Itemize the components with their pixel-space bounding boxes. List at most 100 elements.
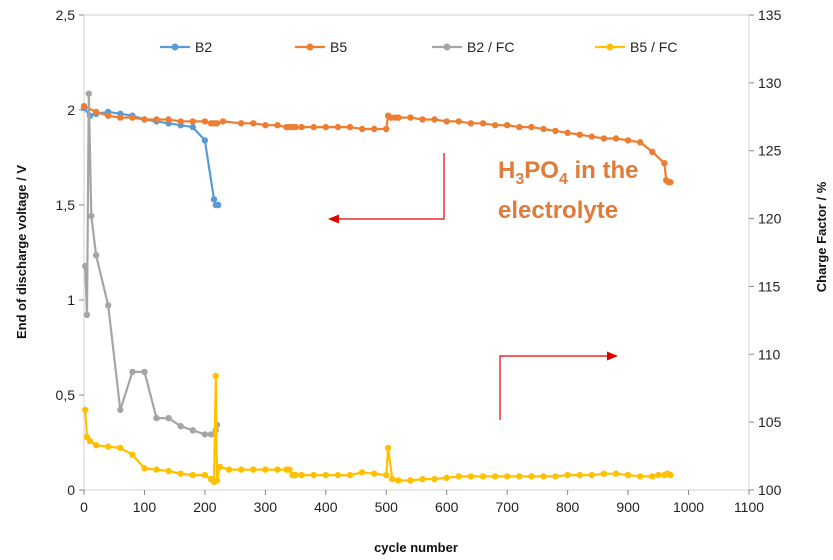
x-tick-label: 900 (616, 499, 640, 515)
series-b5-fc (82, 372, 674, 486)
right-axis-arrow (499, 355, 612, 420)
data-point-b5 (612, 135, 620, 142)
data-point-b5 (117, 114, 124, 121)
x-tick-label: 0 (80, 499, 88, 515)
data-point-b5-fc (564, 471, 571, 479)
data-point-b2-fc (165, 414, 172, 422)
data-point-b5 (141, 116, 148, 123)
data-point-b5 (250, 120, 257, 127)
data-point-b5 (105, 112, 112, 119)
data-point-b5-fc (310, 471, 317, 479)
data-point-b2-fc (92, 252, 100, 259)
legend-label-b2: B2 (195, 39, 212, 55)
right-tick-label: 110 (758, 346, 781, 362)
data-point-b5 (80, 103, 88, 110)
data-point-b5-fc (479, 473, 487, 480)
data-point-b2-fc (85, 90, 93, 97)
annotation-line-2: electrolyte (498, 197, 618, 224)
data-point-b5 (238, 120, 245, 127)
data-point-b5-fc (165, 467, 172, 475)
data-point-b5-fc (292, 471, 299, 479)
right-tick-label: 125 (758, 143, 782, 159)
data-point-b5 (649, 148, 656, 155)
data-point-b5-fc (588, 471, 595, 479)
data-point-b5 (491, 122, 499, 129)
data-point-b5 (177, 118, 184, 125)
x-tick-label: 300 (254, 499, 278, 515)
data-point-b5 (383, 125, 390, 133)
data-point-b5 (467, 120, 475, 127)
data-point-b5-fc (177, 470, 184, 477)
left-axis-arrow (330, 153, 445, 220)
data-point-b5-fc (212, 372, 219, 380)
data-point-b5-fc (322, 471, 329, 479)
electrolyte-annotation: H3PO4 in the electrolyte (498, 157, 639, 224)
data-point-b5-fc (389, 475, 396, 483)
left-tick-label: 2 (67, 102, 75, 118)
data-point-b5-fc (358, 469, 366, 476)
legend-swatch-marker (443, 43, 451, 51)
x-tick-label: 100 (133, 499, 157, 515)
data-point-b5-fc (395, 477, 402, 484)
right-tick-label: 115 (758, 278, 781, 294)
data-point-b2-fc (207, 431, 215, 438)
data-point-b5 (661, 160, 668, 167)
data-point-b5-fc (504, 473, 511, 480)
data-point-b2 (201, 137, 209, 144)
data-point-b5 (624, 137, 632, 144)
data-point-b5-fc (274, 466, 281, 473)
data-point-b5-fc (129, 451, 136, 458)
data-point-b2 (189, 123, 196, 131)
data-point-b5 (201, 118, 209, 125)
data-point-b5-fc (443, 474, 450, 481)
data-point-b5 (552, 127, 559, 135)
right-axis-ticks: 100 105 110 115 120 125 130 135 (749, 7, 782, 498)
data-point-b5-fc (286, 466, 293, 473)
x-axis-title: cycle number (374, 540, 458, 555)
data-point-b5 (576, 131, 583, 138)
x-tick-label: 800 (556, 499, 580, 515)
data-point-b5-fc (384, 444, 392, 452)
data-point-b5-fc (213, 477, 221, 484)
left-tick-label: 1 (67, 292, 75, 308)
data-point-b5-fc (82, 406, 89, 414)
left-axis-ticks: 0 0,5 1 1,5 2 2,5 (56, 7, 84, 498)
data-point-b5 (322, 123, 329, 131)
x-tick-label: 1000 (673, 499, 704, 515)
data-point-b5-fc (624, 471, 632, 479)
data-point-b5 (213, 120, 221, 127)
right-axis-title: Charge Factor / % (814, 181, 829, 292)
data-point-b5 (371, 125, 378, 133)
data-point-b5 (153, 116, 160, 123)
data-point-b5 (395, 114, 402, 121)
data-point-b5 (528, 123, 535, 131)
x-tick-label: 1100 (734, 499, 764, 515)
legend-swatch-marker (306, 43, 314, 51)
data-point-b2-fc (105, 302, 112, 309)
right-tick-label: 105 (758, 414, 782, 430)
data-point-b5-fc (528, 473, 535, 480)
data-point-b2-fc (82, 262, 89, 270)
data-point-b5-fc (216, 463, 224, 471)
data-point-b5 (637, 139, 644, 146)
data-point-b5-fc (92, 442, 100, 449)
data-point-b5 (310, 123, 317, 131)
data-point-b2-fc (129, 368, 136, 376)
data-point-b5-fc (201, 471, 209, 479)
data-point-b5 (419, 116, 426, 123)
data-point-b5 (334, 123, 342, 131)
data-point-b5 (479, 120, 487, 127)
data-point-b5 (455, 118, 462, 125)
data-point-b5 (274, 122, 281, 129)
data-point-b2-fc (83, 311, 91, 319)
data-point-b5-fc (117, 444, 124, 452)
left-tick-label: 1,5 (56, 197, 76, 213)
data-point-b5-fc (298, 471, 305, 479)
right-axis-arrow-head (607, 351, 618, 361)
data-point-b5-fc (371, 470, 378, 477)
data-point-b5-fc (516, 473, 523, 480)
data-point-b5 (588, 133, 595, 140)
data-point-b2-fc (141, 368, 148, 376)
series-b5 (80, 103, 674, 186)
